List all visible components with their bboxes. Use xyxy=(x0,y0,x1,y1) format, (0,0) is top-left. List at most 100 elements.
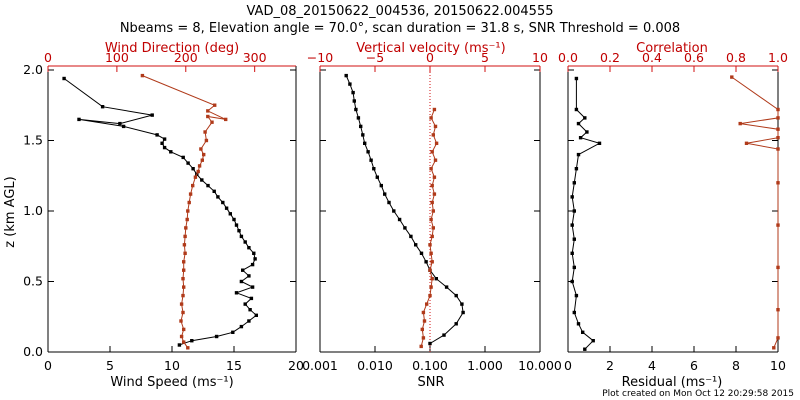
x-tick-label: 10 xyxy=(164,358,180,373)
data-point xyxy=(232,217,236,222)
data-point xyxy=(581,330,585,334)
data-point xyxy=(432,107,437,112)
data-point xyxy=(574,107,579,112)
x-tick-label: 10.000 xyxy=(518,358,562,373)
data-point xyxy=(597,141,602,145)
data-point xyxy=(212,189,216,193)
data-point xyxy=(179,334,184,339)
data-point xyxy=(428,243,432,247)
data-point xyxy=(392,209,396,213)
series-line xyxy=(345,75,464,344)
data-point xyxy=(430,200,434,205)
x-tick-label: 5 xyxy=(106,358,114,373)
data-point xyxy=(253,257,257,261)
data-point xyxy=(428,341,432,346)
data-point xyxy=(461,310,465,315)
data-point xyxy=(420,327,424,332)
data-point xyxy=(419,344,423,349)
data-point xyxy=(430,277,434,281)
data-point xyxy=(210,120,214,124)
data-point xyxy=(431,209,435,213)
data-point xyxy=(206,109,210,113)
data-point xyxy=(428,268,432,272)
data-point xyxy=(224,206,229,210)
data-point xyxy=(776,265,780,270)
data-point xyxy=(199,147,203,151)
data-point xyxy=(776,147,780,151)
data-point xyxy=(428,293,432,298)
data-point xyxy=(348,82,352,86)
data-point xyxy=(375,175,379,179)
panel-snr-bottom-label: SNR xyxy=(417,375,444,390)
data-point xyxy=(776,127,780,131)
chart-title-line1: VAD_08_20150622_004536, 20150622.004555 xyxy=(247,4,554,19)
data-point xyxy=(379,183,383,188)
data-point xyxy=(460,302,464,306)
top-tick-label: 1.0 xyxy=(768,50,788,65)
data-point xyxy=(214,334,219,339)
data-point xyxy=(228,212,232,216)
data-point xyxy=(772,346,776,350)
data-point xyxy=(186,346,190,350)
x-tick-label: 10 xyxy=(770,358,786,373)
data-point xyxy=(183,234,187,239)
data-point xyxy=(422,319,427,323)
data-point xyxy=(200,158,204,162)
data-point xyxy=(429,167,433,171)
data-point xyxy=(241,268,245,272)
data-point xyxy=(387,200,391,205)
data-point xyxy=(776,107,780,112)
x-tick-label: 1.000 xyxy=(467,358,503,373)
data-point xyxy=(574,76,579,81)
plot-footer: Plot created on Mon Oct 12 20:29:58 2015 xyxy=(602,389,794,399)
panel-snr-top-label: Vertical velocity (ms⁻¹) xyxy=(356,41,505,56)
data-point xyxy=(442,333,446,337)
data-point xyxy=(234,223,239,227)
top-tick-label: 200 xyxy=(174,50,198,65)
data-point xyxy=(570,223,574,227)
chart-title-line2: Nbeams = 8, Elevation angle = 70.0°, sca… xyxy=(120,21,680,36)
y-tick-label: 1.5 xyxy=(23,133,43,148)
panel-residual: 0 2 4 6 8 10 0.0 0.2 0.4 0.6 0.8 1.0 xyxy=(558,50,788,373)
data-point xyxy=(243,302,247,306)
top-tick-label: 0.4 xyxy=(642,50,662,65)
data-point xyxy=(363,141,367,145)
data-point xyxy=(744,141,749,145)
data-point xyxy=(776,308,780,312)
data-point xyxy=(202,152,206,157)
data-point xyxy=(576,152,581,157)
top-tick-label: 0.8 xyxy=(726,50,746,65)
data-point xyxy=(738,121,742,126)
data-point xyxy=(351,90,355,95)
data-point xyxy=(570,251,574,255)
data-point xyxy=(369,158,373,162)
top-tick-label: 10 xyxy=(532,50,548,65)
x-tick-label: 15 xyxy=(226,358,242,373)
top-tick-label: 0 xyxy=(426,50,434,65)
series-line xyxy=(142,75,226,349)
data-point xyxy=(169,150,173,154)
data-point xyxy=(224,117,228,122)
data-point xyxy=(247,246,251,250)
top-tick-label: −10 xyxy=(307,50,333,65)
data-point xyxy=(234,291,239,295)
data-point xyxy=(433,158,438,162)
data-point xyxy=(454,293,458,298)
data-point xyxy=(247,319,251,323)
data-point xyxy=(454,322,458,326)
data-point xyxy=(776,336,780,340)
top-tick-label: 0.0 xyxy=(558,50,578,65)
data-point xyxy=(409,234,413,239)
y-tick-label: 2.0 xyxy=(23,62,43,77)
data-point xyxy=(429,251,433,255)
data-point xyxy=(239,279,244,284)
data-point xyxy=(247,274,251,278)
top-tick-label: 100 xyxy=(105,50,129,65)
x-tick-label: 20 xyxy=(288,358,304,373)
top-tick-label: 5 xyxy=(481,50,489,65)
data-point xyxy=(425,302,429,306)
data-point xyxy=(231,330,235,334)
data-point xyxy=(430,183,434,188)
data-point xyxy=(421,336,426,340)
